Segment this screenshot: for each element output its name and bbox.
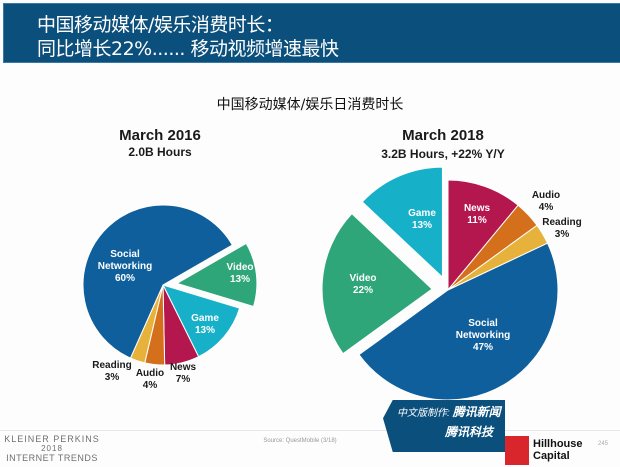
- translator-badge: 中文版制作: 腾讯新闻 腾讯科技: [383, 400, 505, 452]
- slide-header: 中国移动媒体/娱乐消费时长： 同比增长22%...... 移动视频增速最快: [3, 3, 620, 63]
- pie-0-label-audio: Audio 4%: [136, 368, 164, 391]
- kleiner-perkins-logo: KLEINER PERKINS 2018 INTERNET TRENDS: [4, 434, 100, 463]
- pie-1-slice-news: [447, 179, 519, 292]
- pie-1-slice-game: [361, 166, 443, 279]
- chart-title: 中国移动媒体/娱乐日消费时长: [216, 97, 404, 113]
- pie-0-label-social-networking: Social Networking 60%: [98, 249, 152, 284]
- hillhouse-line2: Capital: [533, 450, 570, 462]
- page-number: 245: [598, 441, 609, 447]
- pie-0-slice-game: [162, 284, 241, 358]
- hillhouse-name: Hillhouse Capital: [533, 438, 583, 462]
- pie-0-slice-video: [175, 242, 258, 308]
- translator-label: 中文版制作:: [397, 408, 450, 419]
- partner-tencent-tech: 腾讯科技: [445, 425, 494, 439]
- pie-1-label-social-networking: Social Networking 47%: [456, 318, 510, 353]
- pie-2016-subtitle: 2.0B Hours: [128, 145, 192, 159]
- pie-0-label-reading: Reading 3%: [92, 360, 131, 383]
- pie-2016-title: March 2016: [119, 127, 201, 144]
- pie-1-slice-social-networking: [358, 242, 559, 401]
- pie-0-label-game: Game 13%: [191, 313, 219, 336]
- pie-1-label-video: Video 22%: [349, 273, 376, 296]
- source-note: Source: QuestMobile (3/18): [263, 438, 337, 444]
- report-name: INTERNET TRENDS: [6, 453, 98, 463]
- pie-0-slice-social-networking: [82, 204, 233, 359]
- pie-1-label-reading: Reading 3%: [542, 217, 581, 240]
- pie-2018-subtitle: 3.2B Hours, +22% Y/Y: [381, 147, 505, 161]
- pie-1-label-audio: Audio 4%: [532, 190, 560, 213]
- pie-0-label-video: Video 13%: [226, 262, 253, 285]
- pie-0-label-news: News 7%: [170, 362, 197, 385]
- footer-divider: [0, 430, 620, 431]
- pie-1-label-news: News 11%: [464, 203, 491, 226]
- report-year: 2018: [41, 444, 63, 453]
- header-line-2: 同比增长22%...... 移动视频增速最快: [37, 38, 339, 60]
- pie-2018-title: March 2018: [402, 127, 484, 144]
- hillhouse-logo-icon: [505, 436, 529, 465]
- header-line-1: 中国移动媒体/娱乐消费时长：: [37, 14, 284, 36]
- brand: KLEINER PERKINS: [4, 434, 100, 444]
- pie-1-slice-video: [321, 212, 433, 355]
- pie-1-label-game: Game 13%: [408, 208, 436, 231]
- hillhouse-line1: Hillhouse: [533, 438, 583, 450]
- partner-tencent-news: 腾讯新闻: [452, 405, 501, 419]
